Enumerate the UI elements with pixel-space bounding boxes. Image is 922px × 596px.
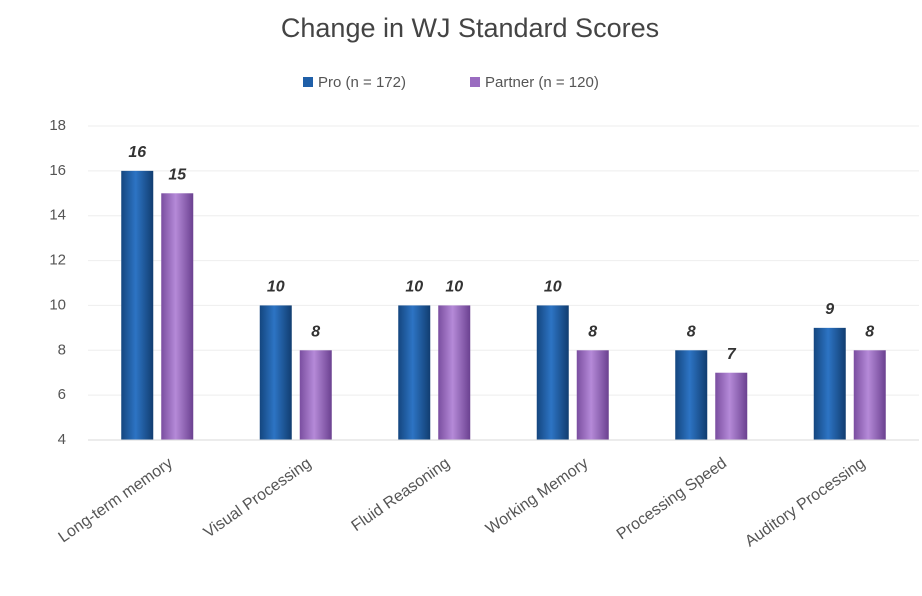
y-tick-label: 10 [49, 296, 66, 313]
bar [536, 305, 569, 440]
y-tick-label: 8 [58, 341, 66, 358]
bar [121, 170, 154, 440]
y-tick-label: 4 [58, 431, 66, 448]
value-label: 8 [311, 324, 320, 341]
value-label: 10 [267, 279, 285, 296]
bar [853, 350, 886, 440]
x-tick-label: Processing Speed [614, 455, 730, 543]
bar [715, 372, 748, 440]
x-tick-label: Working Memory [483, 455, 592, 538]
bar [675, 350, 708, 440]
x-tick-label: Auditory Processing [742, 455, 868, 551]
bar [576, 350, 609, 440]
value-label: 10 [405, 279, 423, 296]
chart-title: Change in WJ Standard Scores [281, 13, 659, 43]
y-tick-label: 18 [49, 117, 66, 134]
x-tick-label: Fluid Reasoning [348, 455, 452, 535]
value-label: 8 [588, 324, 597, 341]
value-label: 8 [687, 324, 696, 341]
y-tick-label: 14 [49, 207, 66, 224]
y-tick-label: 12 [49, 252, 66, 269]
x-tick-label: Visual Processing [201, 455, 315, 542]
value-label: 16 [128, 144, 146, 161]
legend-label: Pro (n = 172) [318, 74, 406, 91]
legend-label: Partner (n = 120) [485, 74, 599, 91]
x-tick-label: Long-term memory [55, 455, 175, 546]
value-label: 10 [445, 279, 463, 296]
value-label: 9 [825, 301, 834, 318]
bar [299, 350, 332, 440]
y-tick-label: 6 [58, 386, 66, 403]
bar [813, 327, 846, 440]
value-label: 7 [727, 346, 737, 363]
legend-swatch [470, 77, 480, 87]
bar [438, 305, 471, 440]
bar [398, 305, 431, 440]
bar [161, 193, 194, 440]
value-label: 8 [865, 324, 874, 341]
legend-swatch [303, 77, 313, 87]
value-label: 15 [168, 167, 187, 184]
value-label: 10 [544, 279, 562, 296]
bar [259, 305, 292, 440]
y-tick-label: 16 [49, 162, 66, 179]
